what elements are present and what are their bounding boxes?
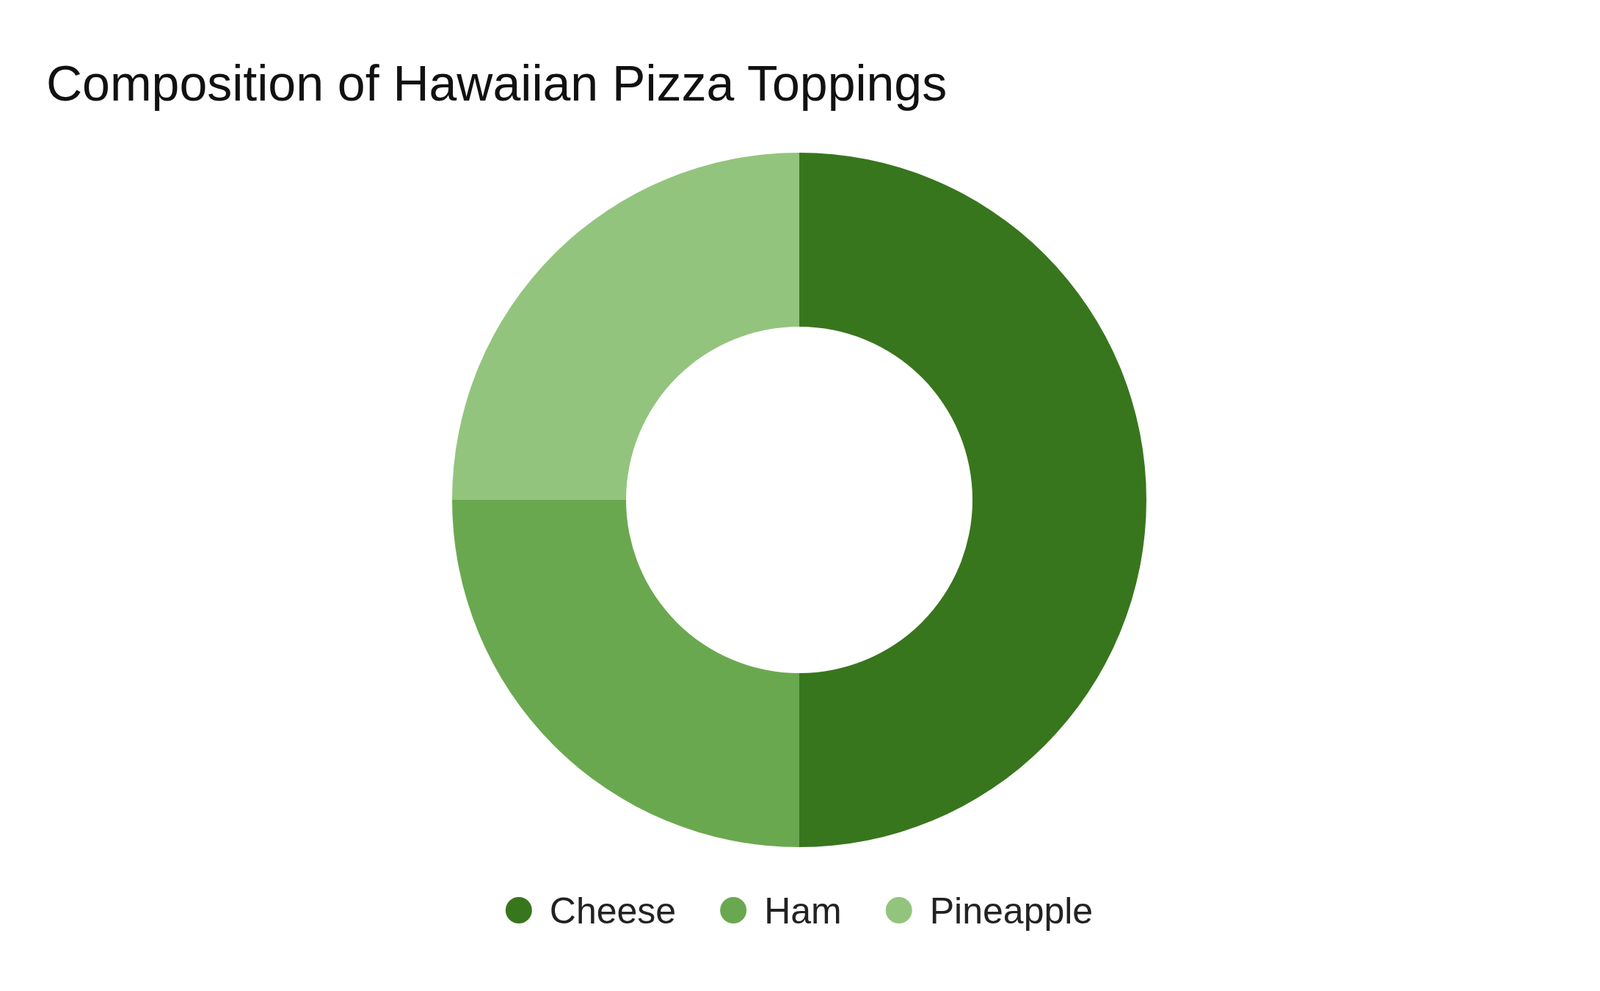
legend-label: Pineapple [929, 890, 1093, 932]
legend-item: Pineapple [885, 890, 1093, 932]
legend-swatch [885, 896, 913, 924]
legend-swatch [720, 896, 747, 924]
legend-item: Cheese [505, 890, 676, 932]
legend-label: Cheese [549, 890, 676, 932]
slice [799, 152, 1147, 847]
slices [452, 152, 1147, 847]
chart: Composition of Hawaiian Pizza Toppings Ch… [0, 0, 1600, 991]
legend: Cheese Ham Pineapple [505, 890, 1093, 932]
slice [452, 499, 800, 847]
legend-swatch [505, 896, 533, 924]
slice [452, 152, 800, 500]
legend-item: Ham [720, 890, 842, 932]
legend-label: Ham [764, 890, 842, 932]
title: Composition of Hawaiian Pizza Toppings [46, 55, 947, 111]
